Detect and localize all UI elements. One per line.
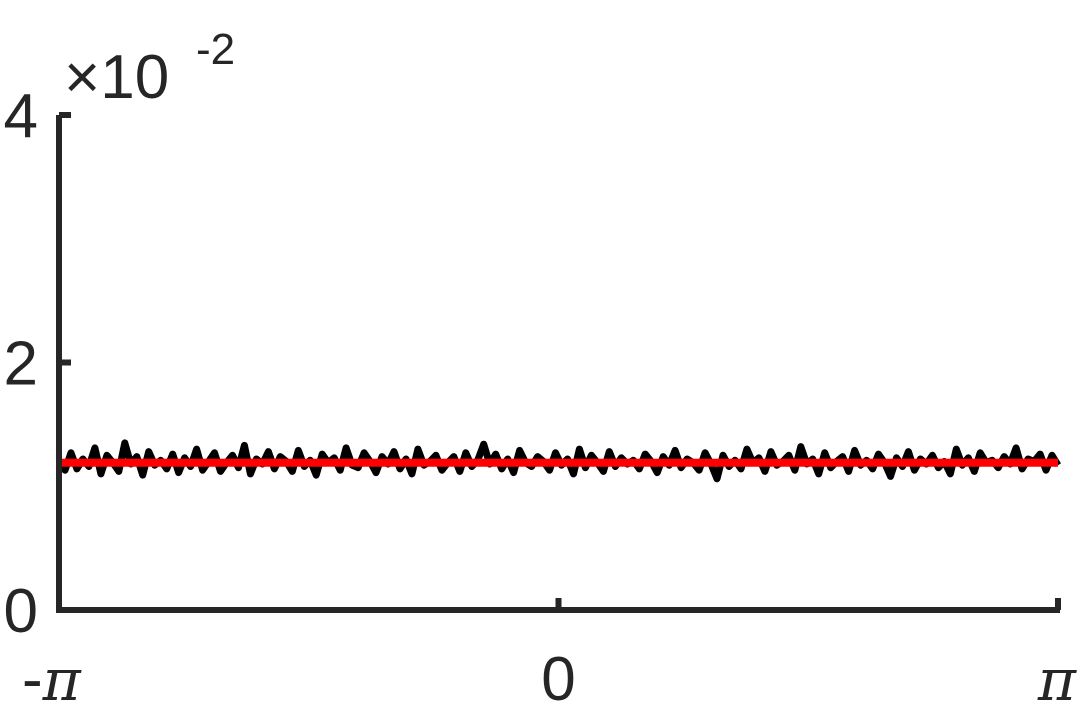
- x-tick-symbol: π: [1037, 646, 1077, 714]
- series-layer: [56, 439, 1061, 483]
- axes-layer: [56, 115, 1060, 613]
- y-exponent-label: ×10 -2: [64, 25, 235, 112]
- ticks-layer: [56, 112, 1061, 613]
- x-tick-minus: -: [22, 645, 43, 714]
- x-tick-label: -π: [22, 645, 82, 714]
- x-tick-label: 0: [541, 645, 575, 714]
- y-tick-label: 0: [4, 577, 38, 646]
- y-exponent-base: ×10: [64, 43, 169, 112]
- y-exponent-power: -2: [196, 25, 235, 74]
- x-tick-symbol: π: [42, 646, 82, 714]
- x-tick-label: π: [1037, 646, 1077, 714]
- labels-layer: 024-π 0 π: [4, 82, 1077, 714]
- y-tick-label: 2: [4, 330, 38, 399]
- x-tick-symbol: 0: [541, 645, 575, 714]
- y-tick-label: 4: [4, 82, 38, 151]
